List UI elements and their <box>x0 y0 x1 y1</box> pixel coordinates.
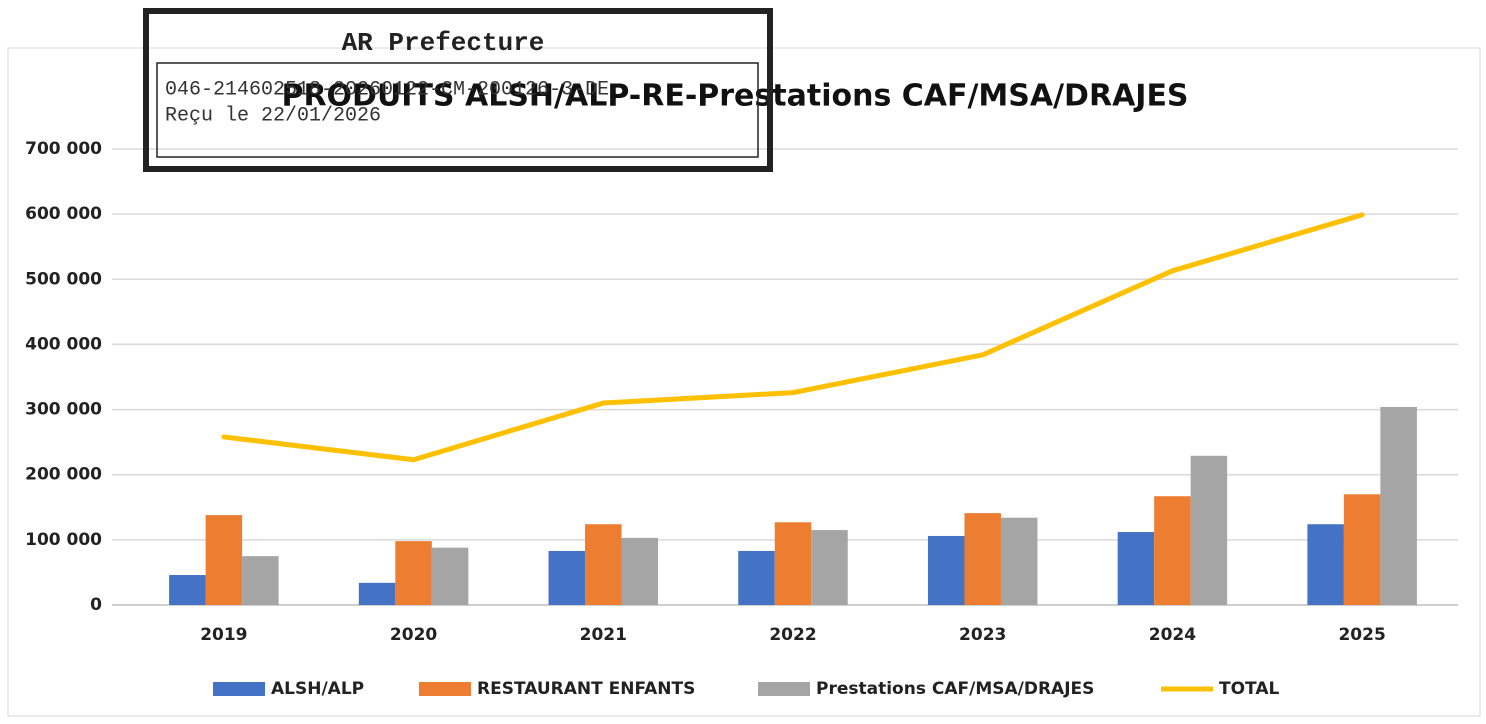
legend-label: Prestations CAF/MSA/DRAJES <box>816 679 1094 699</box>
bar <box>1154 496 1191 605</box>
x-tick-label: 2022 <box>769 625 816 645</box>
legend-label: TOTAL <box>1219 679 1279 699</box>
x-tick-label: 2025 <box>1338 625 1385 645</box>
legend-label: ALSH/ALP <box>271 679 364 699</box>
stamp-reference: 046-214602518-20260122-CM-200126-3-DE <box>165 78 609 101</box>
stamp-inner <box>156 62 759 158</box>
bar <box>738 550 775 605</box>
legend-swatch <box>758 682 810 696</box>
chart-frame <box>7 47 1481 717</box>
bar <box>1117 532 1155 605</box>
bar <box>431 547 469 605</box>
bar <box>242 556 279 605</box>
bar <box>169 575 206 605</box>
bar <box>358 582 396 605</box>
x-tick-label: 2024 <box>1149 625 1196 645</box>
bar <box>205 515 243 605</box>
y-tick-label: 700 000 <box>25 139 102 159</box>
stamp-received: Reçu le 22/01/2026 <box>165 104 381 127</box>
bar <box>548 550 586 605</box>
x-tick-label: 2021 <box>580 625 627 645</box>
bar <box>1343 494 1381 605</box>
y-tick-label: 600 000 <box>25 204 102 224</box>
bar <box>621 537 659 605</box>
y-tick-label: 300 000 <box>25 400 102 420</box>
bar <box>811 530 848 605</box>
chart-title: PRODUITS ALSH/ALP-RE-Prestations CAF/MSA… <box>281 79 1188 114</box>
y-tick-label: 500 000 <box>25 269 102 289</box>
y-tick-label: 100 000 <box>25 530 102 550</box>
legend-swatch <box>419 682 471 696</box>
y-tick-label: 0 <box>90 595 102 615</box>
stamp-title: AR Prefecture <box>342 28 545 58</box>
bar <box>1380 406 1417 605</box>
bar <box>1190 455 1228 605</box>
legend-swatch <box>213 682 265 696</box>
x-tick-label: 2019 <box>200 625 247 645</box>
bar <box>1000 517 1038 605</box>
bar <box>927 535 965 605</box>
bar <box>1307 524 1344 605</box>
stamp-frame <box>143 8 773 172</box>
bar <box>395 541 432 605</box>
x-tick-label: 2020 <box>390 625 437 645</box>
y-tick-label: 400 000 <box>25 334 102 354</box>
y-tick-label: 200 000 <box>25 465 102 485</box>
bar <box>964 513 1001 605</box>
line-series <box>221 212 1365 463</box>
x-tick-label: 2023 <box>959 625 1006 645</box>
bar <box>585 524 622 605</box>
bar <box>774 522 812 605</box>
legend-label: RESTAURANT ENFANTS <box>477 679 695 699</box>
